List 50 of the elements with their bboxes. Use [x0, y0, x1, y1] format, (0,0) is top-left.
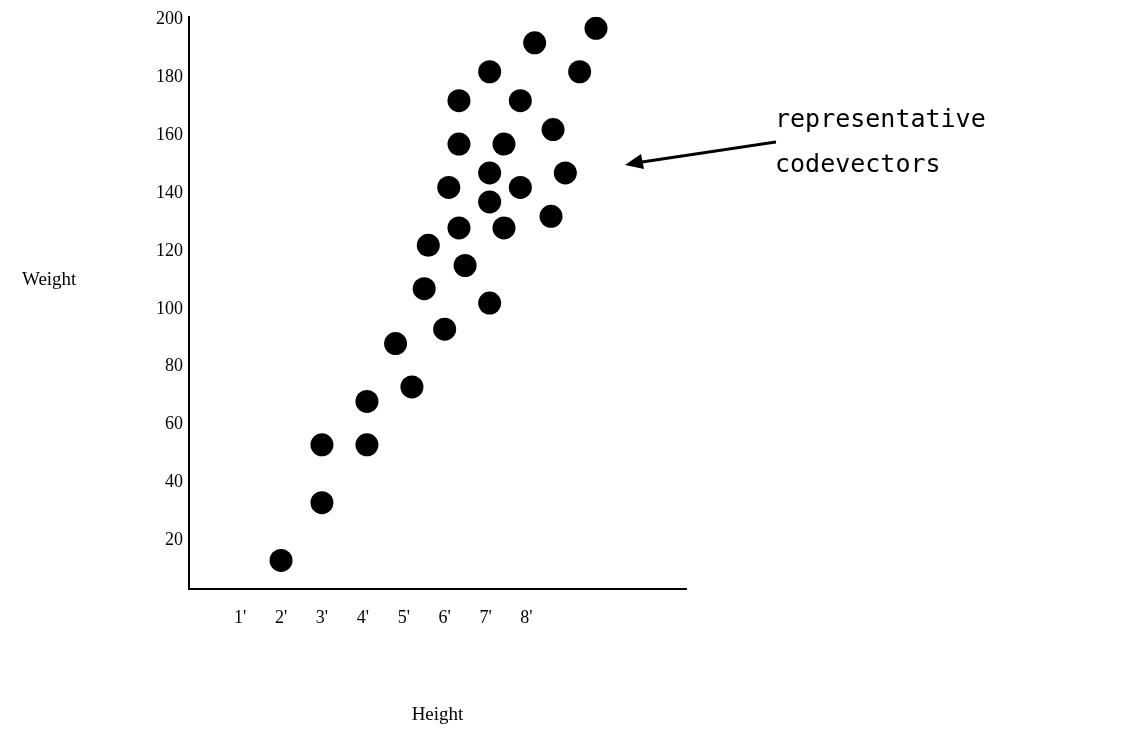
point [508, 89, 532, 113]
point [508, 175, 532, 199]
x-tick-label: 4' [356, 606, 369, 627]
text: representative codevectors [775, 103, 986, 178]
point [478, 190, 502, 214]
point [568, 60, 592, 84]
y-tick-label: 180 [156, 66, 183, 87]
x-tick-label: 6' [438, 606, 451, 627]
x-tick-label: 2' [274, 606, 288, 627]
point [412, 277, 436, 301]
point [584, 16, 608, 40]
point [400, 375, 424, 399]
point [539, 204, 563, 228]
x-tick-label: 1' [234, 606, 247, 627]
point [447, 132, 471, 156]
x-tick-label: 8' [520, 606, 533, 627]
point [310, 491, 334, 515]
point [478, 291, 502, 315]
y-tick-label: 100 [156, 297, 183, 318]
point [541, 118, 565, 142]
point [433, 317, 457, 341]
y-tick-label: 120 [156, 239, 183, 260]
x-tick-label: 3' [315, 606, 329, 627]
y-tick-label: 200 [156, 8, 183, 29]
x-axis-title: Height [411, 702, 465, 724]
point [478, 60, 502, 84]
point [437, 175, 461, 199]
point [447, 216, 471, 240]
y-tick-label: 80 [165, 355, 183, 376]
y-tick-label: 40 [165, 471, 183, 492]
y-tick-label: 140 [156, 181, 183, 202]
point [523, 31, 547, 55]
y-axis-title: Weight [22, 267, 78, 289]
point [384, 332, 408, 356]
point [416, 233, 440, 257]
y-tick-label: 20 [165, 528, 183, 549]
x-tick-label: 5' [397, 606, 410, 627]
point [269, 548, 293, 572]
y-tick-label: 60 [165, 413, 183, 434]
point [478, 161, 502, 185]
point [355, 433, 379, 457]
x-tick-label: 7' [479, 606, 492, 627]
point [310, 433, 334, 457]
point [447, 89, 471, 113]
point [355, 389, 379, 413]
point [492, 132, 516, 156]
point [553, 161, 577, 185]
point [492, 216, 516, 240]
point [453, 254, 477, 278]
y-tick-label: 160 [156, 124, 183, 145]
